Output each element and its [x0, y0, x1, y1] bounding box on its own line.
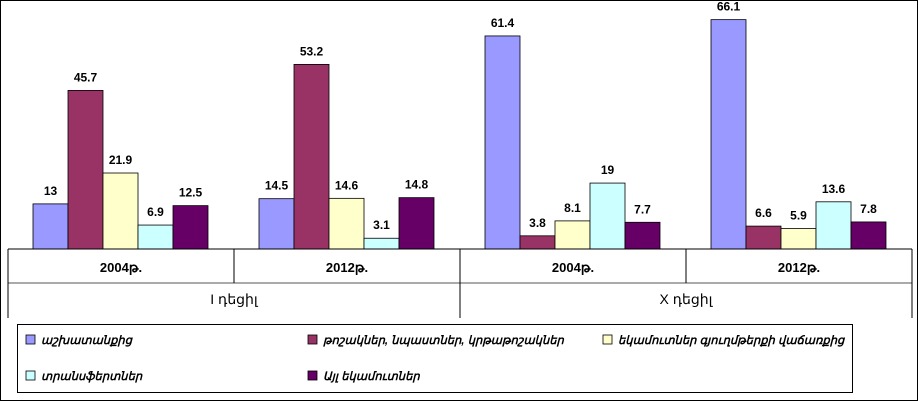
bar-series-1-cat-2 — [258, 198, 295, 250]
value-label: 21.9 — [109, 153, 133, 167]
value-label: 5.9 — [790, 209, 807, 223]
value-label: 45.7 — [74, 70, 98, 84]
bar-series-3-cat-1 — [102, 172, 139, 250]
legend-swatch — [307, 334, 318, 345]
category-label: 2012թ. — [326, 260, 368, 275]
bar-series-4-cat-3 — [589, 182, 626, 250]
bar-series-3-cat-4 — [780, 228, 817, 250]
legend-swatch — [25, 334, 36, 345]
value-label: 3.1 — [373, 218, 390, 232]
value-label: 14.8 — [405, 178, 429, 192]
bar-series-5-cat-1 — [172, 205, 209, 250]
legend-box — [17, 324, 853, 393]
bar-series-2-cat-4 — [745, 225, 782, 250]
bar-series-5-cat-4 — [850, 221, 887, 250]
value-label: 3.8 — [529, 216, 546, 230]
category-label: 2004թ. — [100, 260, 142, 275]
bar-series-2-cat-3 — [519, 235, 556, 250]
value-label: 19 — [601, 163, 615, 177]
value-label: 8.1 — [564, 201, 581, 215]
group-label: X դեցիլ — [660, 291, 714, 307]
bar-series-3-cat-3 — [554, 220, 591, 250]
bar-series-1-cat-3 — [484, 35, 521, 250]
value-label: 61.4 — [491, 16, 515, 30]
value-label: 14.6 — [335, 178, 359, 192]
value-label: 13.6 — [822, 182, 846, 196]
legend-label: Այլ եկամուտներ — [323, 371, 420, 383]
bar-series-5-cat-3 — [624, 221, 661, 250]
legend-label: տրանսֆերտներ — [41, 371, 143, 383]
legend-label: աշխատանքից — [41, 335, 134, 347]
value-label: 14.5 — [265, 179, 289, 193]
legend-label: թոշակներ, նպաստներ, կրթաթոշակներ — [323, 335, 565, 347]
value-label: 53.2 — [300, 44, 324, 58]
legend: աշխատանքից թոշակներ, նպաստներ, կրթաթոշակն… — [17, 324, 853, 393]
value-label: 66.1 — [717, 0, 741, 14]
category-label: 2012թ. — [778, 260, 820, 275]
group-label: I դեցիլ — [210, 291, 259, 307]
bars — [32, 19, 887, 250]
value-label: 12.5 — [179, 186, 203, 200]
bar-series-2-cat-2 — [293, 63, 330, 250]
bar-series-4-cat-2 — [363, 237, 400, 250]
category-label: 2004թ. — [552, 260, 594, 275]
legend-swatch — [602, 334, 613, 345]
bar-series-1-cat-4 — [710, 19, 747, 250]
value-labels: 13 14.5 61.4 66.1 45.7 53.2 3.8 6.6 21.9 14.6 8.1 5… — [44, 0, 877, 232]
legend-label: եկամուտներ գյուղմթերքի վաճառքից — [618, 334, 846, 347]
legend-swatch — [307, 370, 318, 381]
category-axis: 2004թ. 2012թ. 2004թ. 2012թ. I դեցիլ X դեցիլ — [7, 248, 913, 318]
value-label: 6.9 — [147, 205, 164, 219]
bar-series-3-cat-2 — [328, 197, 365, 250]
bar-series-1-cat-1 — [32, 203, 69, 250]
value-label: 13 — [44, 184, 58, 198]
value-label: 7.8 — [860, 202, 877, 216]
bar-series-5-cat-2 — [398, 197, 435, 250]
value-label: 6.6 — [755, 206, 772, 220]
legend-swatch — [25, 370, 36, 381]
value-label: 7.7 — [634, 202, 651, 216]
bar-series-2-cat-1 — [67, 90, 104, 250]
bar-series-4-cat-1 — [137, 224, 174, 250]
bar-series-4-cat-4 — [815, 201, 852, 250]
